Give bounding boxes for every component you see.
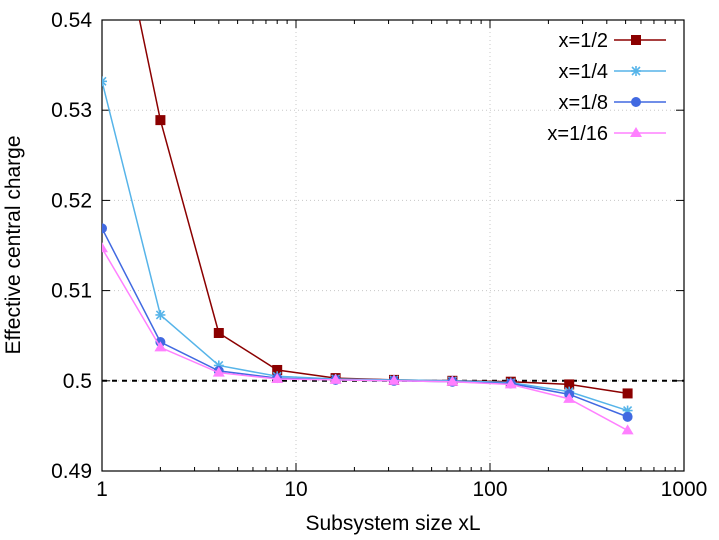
series-line	[102, 81, 628, 412]
data-point-triangle	[154, 341, 167, 352]
legend: x=1/2 x=1/4 x=1/8 x=1/16	[547, 30, 666, 145]
data-point-square	[564, 379, 575, 390]
data-point-triangle	[504, 378, 517, 389]
data-point-triangle	[212, 366, 225, 377]
data-point-square	[272, 364, 283, 375]
x-tick-label: 100	[472, 478, 507, 501]
data-point-circle	[631, 97, 641, 107]
x-tick-label: 1000	[661, 478, 708, 501]
data-point-triangle	[329, 373, 342, 384]
data-point-circle	[622, 411, 633, 422]
y-tick-label: 0.52	[51, 189, 92, 212]
data-point-star	[631, 66, 641, 76]
x-tick-label: 1	[96, 478, 108, 501]
axis-ticks: 0.49 0.5 0.51 0.52 0.53 0.54 1 10 100 1000	[51, 9, 707, 501]
y-tick-label: 0.5	[63, 370, 92, 393]
data-point-square	[155, 115, 166, 126]
series-group	[102, 20, 634, 435]
legend-label: x=1/2	[559, 30, 608, 52]
data-point-star	[102, 76, 107, 87]
legend-label: x=1/16	[547, 123, 608, 145]
grid-lines	[101, 19, 685, 472]
series-x-1-8	[102, 223, 633, 422]
legend-label: x=1/8	[559, 92, 608, 114]
y-tick-label: 0.54	[51, 9, 92, 32]
data-point-triangle	[387, 374, 400, 385]
data-point-triangle	[563, 392, 576, 403]
data-point-square	[622, 388, 633, 399]
legend-label: x=1/4	[559, 61, 608, 83]
data-point-star	[155, 309, 166, 320]
plot-frame	[101, 19, 685, 472]
data-point-triangle	[102, 242, 108, 253]
series-x-1-16	[102, 242, 634, 435]
series-line	[102, 247, 628, 432]
y-axis-label: Effective central charge	[2, 135, 25, 354]
y-tick-label: 0.53	[51, 99, 92, 122]
data-point-triangle	[446, 375, 459, 386]
series-line	[138, 20, 628, 395]
data-point-triangle	[630, 127, 642, 137]
data-point-square	[213, 327, 224, 338]
data-point-triangle	[621, 424, 634, 435]
x-axis-label: Subsystem size xL	[305, 512, 480, 535]
y-tick-label: 0.51	[51, 280, 92, 303]
data-point-square	[631, 35, 641, 45]
y-tick-label: 0.49	[51, 460, 92, 483]
data-point-circle	[102, 223, 107, 234]
x-tick-label: 10	[284, 478, 307, 501]
data-point-triangle	[271, 372, 284, 383]
series-x-1-2	[138, 20, 633, 399]
